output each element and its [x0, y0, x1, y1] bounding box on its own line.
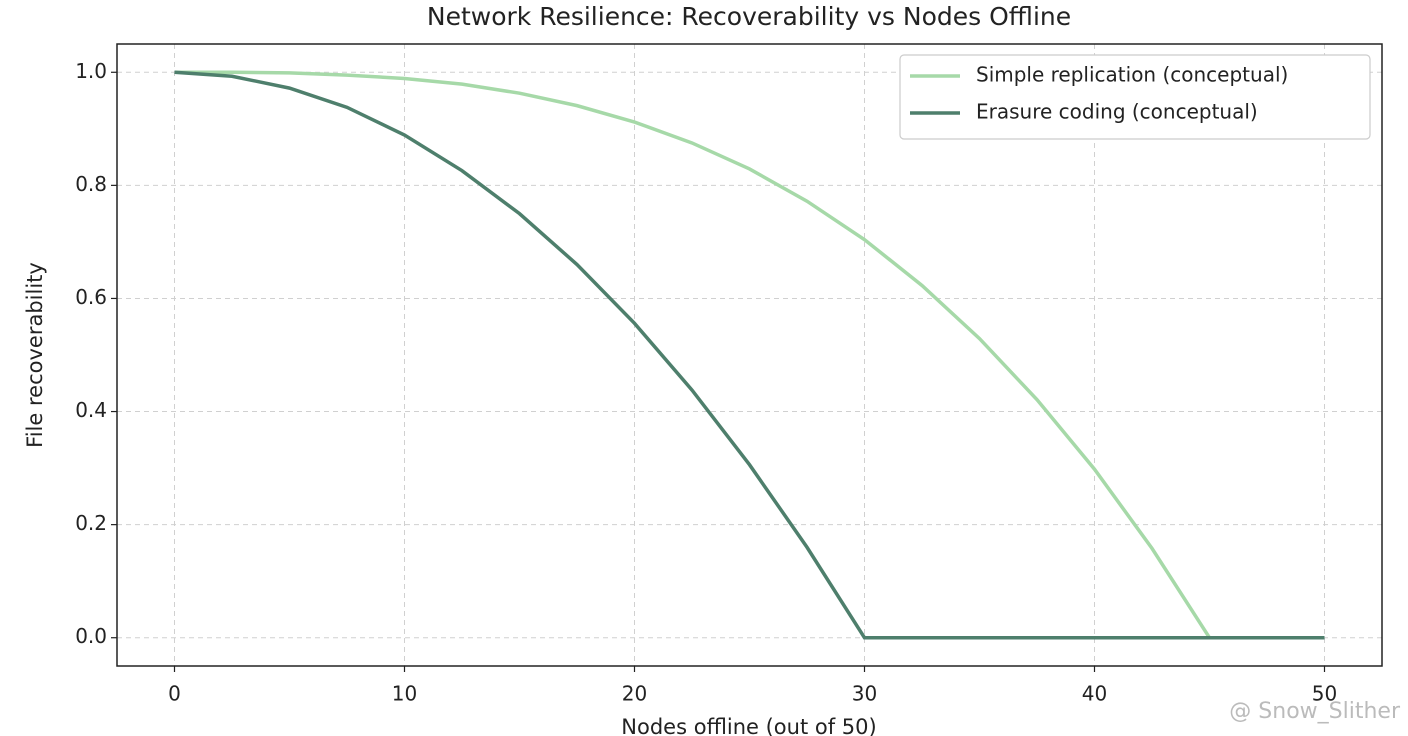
y-tick-label: 0.4 [75, 398, 107, 422]
x-tick-label: 30 [852, 682, 877, 706]
x-tick-label: 20 [622, 682, 647, 706]
y-tick-label: 0.0 [75, 624, 107, 648]
y-tick-label: 0.8 [75, 172, 107, 196]
x-tick-label: 50 [1312, 682, 1337, 706]
legend-label: Erasure coding (conceptual) [976, 100, 1258, 124]
y-axis-label: File recoverability [23, 262, 47, 448]
legend-label: Simple replication (conceptual) [976, 63, 1288, 87]
chart-title: Network Resilience: Recoverability vs No… [427, 2, 1071, 31]
y-tick-label: 0.6 [75, 285, 107, 309]
legend: Simple replication (conceptual) Erasure c… [899, 54, 1371, 140]
x-tick-label: 40 [1082, 682, 1107, 706]
series-line [174, 70, 1325, 640]
legend-box [899, 54, 1371, 140]
plot-frame [116, 43, 1383, 667]
y-tick-label: 0.2 [75, 511, 107, 535]
x-tick-label: 0 [168, 682, 181, 706]
watermark: @ Snow_Slither [1229, 699, 1401, 724]
y-tick-label: 1.0 [75, 59, 107, 83]
series-line [174, 70, 1325, 640]
x-axis-label: Nodes offline (out of 50) [621, 715, 876, 736]
x-tick-label: 10 [392, 682, 417, 706]
